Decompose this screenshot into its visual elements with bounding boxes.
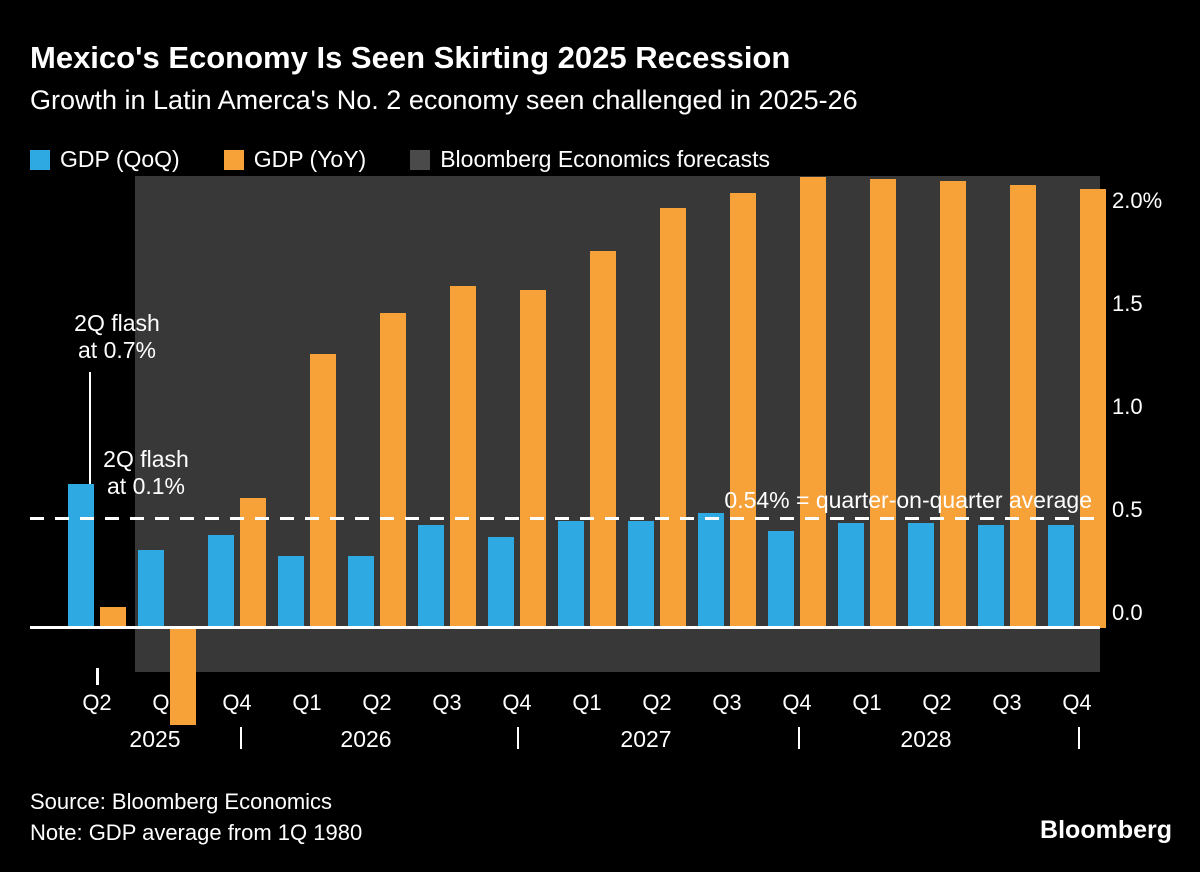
legend-item-forecasts: Bloomberg Economics forecasts <box>410 146 770 173</box>
bar-qoq-q2-2025 <box>68 483 94 628</box>
x-label-q2-2026: Q2 <box>362 690 392 715</box>
chart-legend: GDP (QoQ) GDP (YoY) Bloomberg Economics … <box>30 146 770 173</box>
year-boundary-tick <box>1078 727 1080 749</box>
y-tick-0.5: 0.5 <box>1112 497 1143 522</box>
annotation-line: at 0.7% <box>78 337 156 363</box>
bar-qoq-q1-2027 <box>558 520 584 628</box>
bar-qoq-q1-2028 <box>838 522 864 628</box>
bar-qoq-q3-2028 <box>978 525 1004 628</box>
bar-yoy-q2-2026 <box>380 312 406 628</box>
bar-qoq-q4-2027 <box>768 531 794 628</box>
x-label-q1-2026: Q1 <box>292 690 322 715</box>
year-boundary-tick <box>240 727 242 749</box>
legend-swatch-forecast-icon <box>410 149 431 170</box>
annotation-yoy-flash: 2Q flash at 0.1% <box>90 446 202 500</box>
y-tick-1.5: 1.5 <box>1112 291 1143 316</box>
bar-yoy-q2-2025 <box>100 607 126 628</box>
bar-yoy-q3-2026 <box>450 286 476 628</box>
chart-subtitle: Growth in Latin Amerca's No. 2 economy s… <box>30 85 858 115</box>
bar-qoq-q1-2026 <box>278 555 304 628</box>
x-label-q3-2026: Q3 <box>432 690 462 715</box>
year-label-2026: 2026 <box>340 726 392 752</box>
year-label-2027: 2027 <box>620 726 672 752</box>
y-tick-0: 0.0 <box>1112 600 1143 625</box>
x-label-q4-2025: Q4 <box>222 690 252 715</box>
x-label-q4-2028: Q4 <box>1062 690 1092 715</box>
year-boundary-tick <box>517 727 519 749</box>
annotation-qoq-flash: 2Q flash at 0.7% <box>58 310 176 364</box>
x-label-q4-2027: Q4 <box>782 690 812 715</box>
y-tick-1: 1.0 <box>1112 394 1143 419</box>
average-dashed-line <box>30 517 1100 520</box>
source-line: Source: Bloomberg Economics <box>30 789 333 814</box>
legend-label-qoq: GDP (QoQ) <box>60 146 180 172</box>
x-label-q3-2027: Q3 <box>712 690 742 715</box>
bar-yoy-q3-2025 <box>170 628 196 725</box>
x-label-q2-2027: Q2 <box>642 690 672 715</box>
annotation-line: at 0.1% <box>107 473 185 499</box>
legend-label-yoy: GDP (YoY) <box>253 146 367 172</box>
bar-qoq-q2-2026 <box>348 555 374 628</box>
bar-yoy-q4-2026 <box>520 290 546 628</box>
x-axis-start-tick <box>96 668 99 685</box>
bar-yoy-q4-2027 <box>800 176 826 628</box>
x-axis-baseline <box>30 626 1100 629</box>
bar-yoy-q1-2027 <box>590 251 616 628</box>
x-label-q2-2025: Q2 <box>82 690 112 715</box>
legend-item-gdp-qoq: GDP (QoQ) <box>30 146 180 173</box>
annotation-line: 2Q flash <box>74 310 160 336</box>
annotation-line: 2Q flash <box>103 446 189 472</box>
x-label-q2-2028: Q2 <box>922 690 952 715</box>
year-label-2025: 2025 <box>129 726 181 752</box>
y-tick-2: 2.0% <box>1112 188 1163 213</box>
bar-yoy-q4-2028 <box>1080 189 1106 628</box>
bar-qoq-q2-2027 <box>628 520 654 628</box>
year-label-2028: 2028 <box>900 726 952 752</box>
x-label-q1-2028: Q1 <box>852 690 882 715</box>
bar-qoq-q3-2025 <box>138 549 164 628</box>
note-line: Note: GDP average from 1Q 1980 <box>30 820 363 845</box>
annotation-leader-line <box>89 372 91 484</box>
bar-yoy-q2-2027 <box>660 207 686 628</box>
bar-yoy-q3-2027 <box>730 193 756 628</box>
bar-qoq-q4-2025 <box>208 535 234 628</box>
bar-yoy-q1-2026 <box>310 354 336 628</box>
page-title: Mexico's Economy Is Seen Skirting 2025 R… <box>30 40 791 75</box>
legend-label-forecasts: Bloomberg Economics forecasts <box>440 146 771 172</box>
bar-qoq-q4-2026 <box>488 537 514 628</box>
legend-swatch-yoy-icon <box>223 149 244 170</box>
bar-qoq-q3-2026 <box>418 525 444 628</box>
bar-qoq-q3-2027 <box>698 512 724 628</box>
bar-yoy-q2-2028 <box>940 180 966 628</box>
bar-yoy-q3-2028 <box>1010 185 1036 628</box>
average-line-label: 0.54% = quarter-on-quarter average <box>724 487 1092 513</box>
legend-swatch-qoq-icon <box>30 149 50 170</box>
bar-yoy-q1-2028 <box>870 178 896 628</box>
x-label-q3-2028: Q3 <box>992 690 1022 715</box>
plot-area: 0.54% = quarter-on-quarter average <box>30 176 1106 725</box>
bar-qoq-q2-2028 <box>908 522 934 628</box>
bloomberg-logo: Bloomberg <box>1040 816 1172 844</box>
x-label-q1-2027: Q1 <box>572 690 602 715</box>
x-label-q4-2026: Q4 <box>502 690 532 715</box>
legend-item-gdp-yoy: GDP (YoY) <box>223 146 367 173</box>
bar-qoq-q4-2028 <box>1048 525 1074 628</box>
year-boundary-tick <box>798 727 800 749</box>
